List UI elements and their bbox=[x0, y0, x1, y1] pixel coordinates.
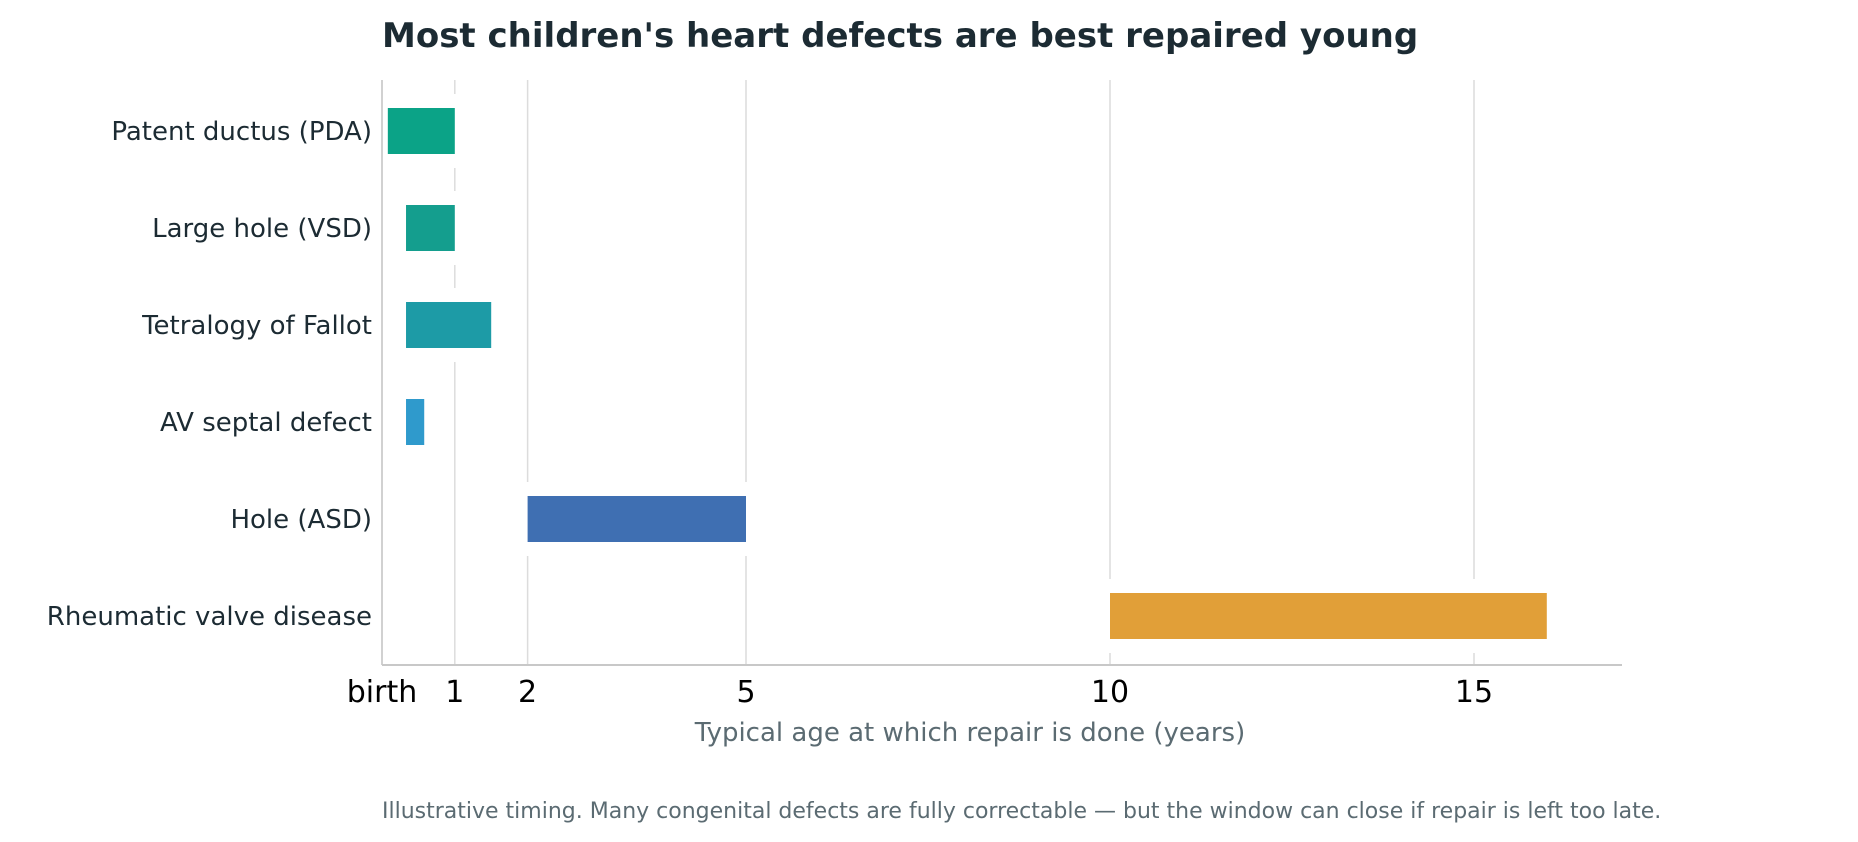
x-axis-title: Typical age at which repair is done (yea… bbox=[694, 718, 1246, 748]
category-label-5: Rheumatic valve disease bbox=[47, 602, 372, 632]
category-label-0: Patent ductus (PDA) bbox=[111, 117, 372, 147]
x-tick-label-3: 5 bbox=[736, 675, 755, 710]
category-label-4: Hole (ASD) bbox=[230, 505, 372, 535]
x-tick-label-4: 10 bbox=[1091, 675, 1129, 710]
bar-layer bbox=[385, 94, 1549, 653]
x-tick-label-5: 15 bbox=[1455, 675, 1493, 710]
x-tick-label-0: birth bbox=[347, 675, 418, 710]
bar-5 bbox=[1110, 593, 1547, 639]
chart-title: Most children's heart defects are best r… bbox=[382, 16, 1418, 56]
bar-4 bbox=[527, 496, 746, 542]
x-tick-label-1: 1 bbox=[445, 675, 464, 710]
bar-0 bbox=[387, 108, 455, 154]
x-tick-label-2: 2 bbox=[518, 675, 537, 710]
category-label-1: Large hole (VSD) bbox=[152, 214, 372, 244]
chart-note: Illustrative timing. Many congenital def… bbox=[382, 799, 1661, 824]
bar-1 bbox=[406, 205, 455, 251]
grid-layer bbox=[381, 80, 1475, 665]
category-label-2: Tetralogy of Fallot bbox=[141, 311, 372, 341]
category-label-3: AV septal defect bbox=[160, 408, 372, 438]
bar-3 bbox=[406, 399, 425, 445]
label-layer: birth 1 2 5 10 15 Patent ductus (PDA) Large hol… bbox=[47, 117, 1493, 710]
bar-2 bbox=[406, 302, 492, 348]
axis-layer bbox=[381, 80, 1622, 666]
